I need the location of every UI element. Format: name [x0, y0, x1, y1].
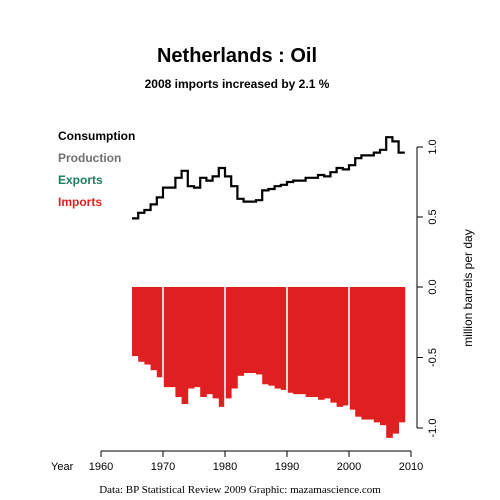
imports-series — [132, 287, 406, 438]
imports-bar-1972 — [175, 287, 182, 397]
chart-title: Netherlands : Oil — [157, 45, 317, 67]
chart-subtitle: 2008 imports increased by 2.1 % — [145, 77, 330, 91]
imports-bar-2004 — [373, 287, 381, 423]
x-tick-label-1960: 1960 — [89, 461, 113, 473]
x-tick-label-1980: 1980 — [213, 461, 237, 473]
decade-gridlines — [162, 287, 350, 440]
legend-item-imports: Imports — [58, 195, 102, 209]
imports-bar-2001 — [355, 287, 362, 417]
imports-bar-1986 — [262, 287, 269, 385]
x-tick-label-2010: 2010 — [399, 461, 423, 473]
y-tick-label-1.0: 1.0 — [427, 139, 439, 154]
imports-bar-2003 — [367, 287, 375, 420]
x-tick-label-2000: 2000 — [337, 461, 361, 473]
y-tick-label--0.5: -0.5 — [427, 348, 439, 367]
imports-bar-1983 — [243, 287, 251, 374]
imports-bar-1970 — [163, 287, 170, 388]
imports-bar-1982 — [237, 287, 244, 376]
imports-bar-1995 — [318, 287, 325, 400]
imports-bar-1975 — [194, 287, 201, 388]
imports-bar-2008 — [398, 287, 406, 423]
imports-bar-1988 — [274, 287, 282, 389]
imports-bar-2000 — [349, 287, 356, 410]
imports-bar-1973 — [181, 287, 189, 405]
imports-bar-1993 — [305, 287, 313, 397]
legend-item-exports: Exports — [58, 173, 103, 187]
y-tick-label--1.0: -1.0 — [427, 419, 439, 438]
imports-bar-1969 — [156, 287, 164, 378]
imports-bar-1984 — [249, 287, 257, 374]
footer-credit: Data: BP Statistical Review 2009 Graphic… — [99, 484, 381, 496]
imports-bar-1992 — [299, 287, 306, 395]
imports-bar-1976 — [200, 287, 207, 397]
x-tick-label-1970: 1970 — [151, 461, 175, 473]
imports-bar-1999 — [342, 287, 350, 406]
x-axis-ticks: 1960 1970 1980 1990 2000 2010 — [89, 451, 423, 473]
imports-bar-1994 — [311, 287, 319, 397]
imports-bar-1967 — [144, 287, 151, 365]
legend: Consumption Production Exports Imports — [58, 129, 135, 209]
imports-bar-2002 — [361, 287, 368, 420]
imports-bar-2007 — [392, 287, 399, 434]
imports-bar-1996 — [324, 287, 331, 399]
x-axis-label: Year — [51, 461, 74, 473]
consumption-series-line — [132, 136, 405, 220]
imports-bar-1989 — [280, 287, 288, 390]
imports-bar-1974 — [187, 287, 195, 389]
imports-bar-1990 — [287, 287, 294, 393]
imports-bar-1991 — [293, 287, 300, 395]
imports-bar-1965 — [132, 287, 139, 357]
imports-bar-1997 — [330, 287, 337, 403]
imports-bar-2006 — [386, 287, 393, 438]
imports-bar-1971 — [169, 287, 176, 388]
imports-bar-1998 — [336, 287, 344, 407]
imports-bar-1978 — [212, 287, 220, 399]
imports-bar-2005 — [380, 287, 387, 426]
y-tick-label-0.5: 0.5 — [427, 209, 439, 224]
legend-item-consumption: Consumption — [58, 129, 135, 143]
imports-bar-1987 — [268, 287, 275, 386]
imports-bar-1977 — [206, 287, 213, 395]
imports-bar-1968 — [150, 287, 158, 371]
imports-bar-1980 — [225, 287, 232, 399]
y-axis-label: million barrels per day — [461, 229, 475, 346]
imports-bar-1979 — [218, 287, 226, 407]
legend-item-production: Production — [58, 151, 121, 165]
x-tick-label-1990: 1990 — [275, 461, 299, 473]
y-tick-label-0.0: 0.0 — [427, 279, 439, 294]
y-axis-ticks: 1.0 0.5 0.0 -0.5 -1.0 — [417, 139, 439, 437]
imports-bar-1985 — [256, 287, 263, 375]
imports-bar-1981 — [231, 287, 238, 389]
imports-bar-1966 — [138, 287, 145, 362]
